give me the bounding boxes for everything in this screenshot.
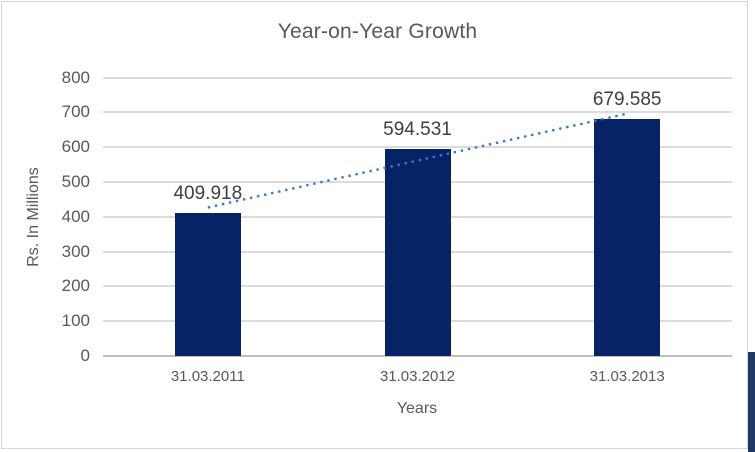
bar-data-label: 409.918 — [173, 183, 243, 205]
bar — [174, 213, 241, 356]
y-tick-label: 600 — [61, 137, 90, 157]
gridline — [103, 111, 732, 114]
x-category-label: 31.03.2013 — [589, 368, 665, 385]
right-edge-accent — [748, 352, 755, 452]
y-tick-label: 0 — [80, 346, 90, 365]
x-axis-line — [103, 355, 732, 357]
bar — [594, 119, 661, 356]
bar-data-label: 679.585 — [592, 89, 662, 111]
bar — [384, 149, 451, 356]
y-tick-label: 800 — [61, 67, 90, 87]
x-category-label: 31.03.2012 — [379, 368, 456, 385]
y-tick-label: 500 — [61, 171, 90, 191]
x-category-label: 31.03.2011 — [170, 368, 245, 385]
y-tick-label: 400 — [61, 206, 90, 226]
chart-title: Year-on-Year Growth — [277, 20, 478, 43]
x-axis-title: Years — [396, 400, 438, 417]
y-tick-label: 700 — [61, 102, 90, 122]
bar-data-label: 594.531 — [383, 119, 452, 141]
y-tick-label: 300 — [61, 241, 90, 261]
y-tick-label: 100 — [61, 311, 90, 331]
y-tick-label: 200 — [61, 276, 90, 296]
gridline — [103, 76, 732, 79]
